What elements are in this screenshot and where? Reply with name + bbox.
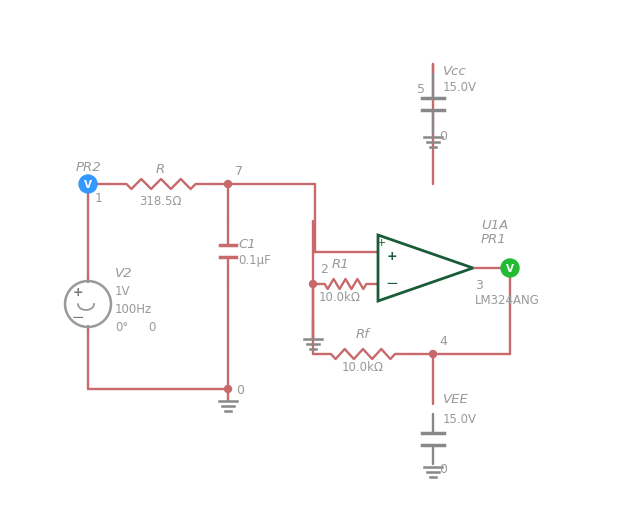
Text: V2: V2 [115,267,133,279]
Text: +: + [387,249,397,262]
Text: 0.1μF: 0.1μF [238,253,271,267]
Circle shape [310,281,316,288]
Text: 15.0V: 15.0V [443,81,477,94]
Text: VEE: VEE [443,392,469,405]
Text: 0: 0 [148,320,155,333]
Text: V: V [84,180,92,190]
Circle shape [79,176,97,193]
Text: 3: 3 [475,278,483,292]
Text: U1A: U1A [481,218,508,232]
Text: 0: 0 [439,462,447,475]
Text: 100Hz: 100Hz [115,302,152,316]
Text: 5: 5 [417,83,425,96]
Text: C1: C1 [238,238,255,250]
Text: 1V: 1V [115,285,130,297]
Text: 0°: 0° [115,320,128,333]
Text: V: V [506,264,514,273]
Circle shape [429,351,437,358]
Text: 10.0kΩ: 10.0kΩ [319,291,361,303]
Text: Rf: Rf [356,327,370,341]
Circle shape [224,181,232,188]
Text: 0: 0 [236,383,244,396]
Text: R: R [155,163,164,176]
Circle shape [224,386,232,393]
Text: LM324ANG: LM324ANG [475,293,540,306]
Text: 0: 0 [439,130,447,143]
Text: 2: 2 [320,263,328,275]
Text: 10.0kΩ: 10.0kΩ [342,360,384,373]
Circle shape [501,260,519,277]
Text: +: + [73,286,83,299]
Text: 318.5Ω: 318.5Ω [139,195,181,208]
Text: 15.0V: 15.0V [443,412,477,425]
Text: 4: 4 [439,334,447,347]
Text: PR2: PR2 [75,161,101,174]
Text: PR1: PR1 [481,233,506,245]
Text: 7: 7 [235,165,243,178]
Text: −: − [386,276,398,291]
Text: Vcc: Vcc [443,65,467,78]
Text: R1: R1 [331,258,349,270]
Text: −: − [72,310,84,325]
Text: 1: 1 [95,192,103,205]
Text: +: + [376,238,386,247]
